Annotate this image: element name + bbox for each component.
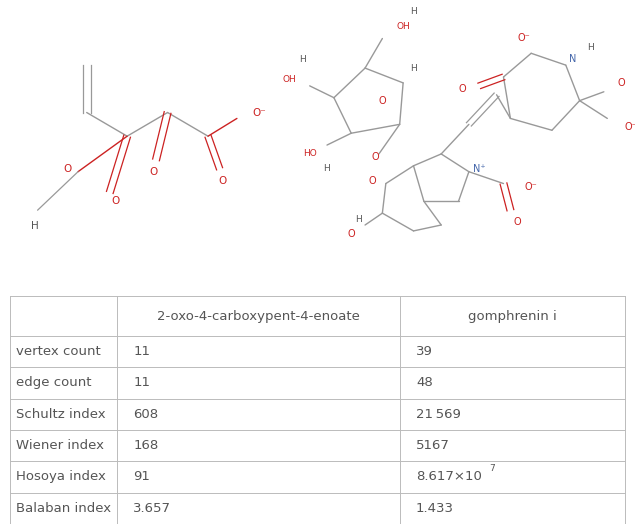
- Text: gomphrenin i: gomphrenin i: [469, 310, 557, 322]
- Text: 11: 11: [133, 345, 150, 358]
- Text: O: O: [617, 78, 625, 88]
- Text: 7: 7: [489, 464, 495, 473]
- Text: 48: 48: [416, 376, 432, 389]
- Text: O: O: [368, 176, 376, 185]
- Text: 91: 91: [133, 471, 150, 484]
- Text: O: O: [218, 176, 227, 185]
- Text: O: O: [112, 196, 119, 206]
- Text: O⁻: O⁻: [625, 122, 635, 132]
- Text: 608: 608: [133, 408, 159, 421]
- Text: OH: OH: [282, 75, 296, 84]
- Text: edge count: edge count: [16, 376, 91, 389]
- Text: O: O: [378, 96, 386, 106]
- Text: 11: 11: [133, 376, 150, 389]
- Text: O: O: [514, 217, 521, 227]
- Text: H: H: [30, 222, 39, 232]
- Text: 39: 39: [416, 345, 433, 358]
- Text: 5167: 5167: [416, 439, 450, 452]
- Text: O: O: [371, 152, 379, 162]
- Text: 3.657: 3.657: [133, 502, 171, 515]
- Text: vertex count: vertex count: [16, 345, 100, 358]
- Text: H: H: [324, 164, 330, 173]
- Text: O: O: [149, 167, 157, 177]
- Text: O: O: [64, 164, 72, 174]
- Text: Hosoya index: Hosoya index: [16, 471, 106, 484]
- Text: H: H: [587, 43, 593, 52]
- Text: O⁻: O⁻: [253, 107, 267, 117]
- Text: N: N: [569, 54, 577, 64]
- Text: 21 569: 21 569: [416, 408, 461, 421]
- Text: N⁺: N⁺: [473, 164, 486, 174]
- Text: Schultz index: Schultz index: [16, 408, 105, 421]
- Text: HO: HO: [303, 149, 317, 158]
- Text: H: H: [410, 63, 417, 73]
- Text: 8.617×10: 8.617×10: [416, 471, 482, 484]
- Text: H: H: [299, 54, 306, 64]
- Text: 168: 168: [133, 439, 159, 452]
- Text: OH: OH: [396, 22, 410, 31]
- Text: H: H: [410, 7, 417, 16]
- Text: 2-oxo-4-carboxypent-4-enoate: 2-oxo-4-carboxypent-4-enoate: [157, 310, 360, 322]
- Text: 1.433: 1.433: [416, 502, 454, 515]
- Text: H: H: [355, 215, 361, 224]
- Text: O⁻: O⁻: [525, 181, 537, 191]
- Text: Balaban index: Balaban index: [16, 502, 111, 515]
- Text: Wiener index: Wiener index: [16, 439, 104, 452]
- Text: O: O: [458, 84, 466, 94]
- Text: O⁻: O⁻: [518, 34, 531, 43]
- Text: O: O: [347, 229, 355, 239]
